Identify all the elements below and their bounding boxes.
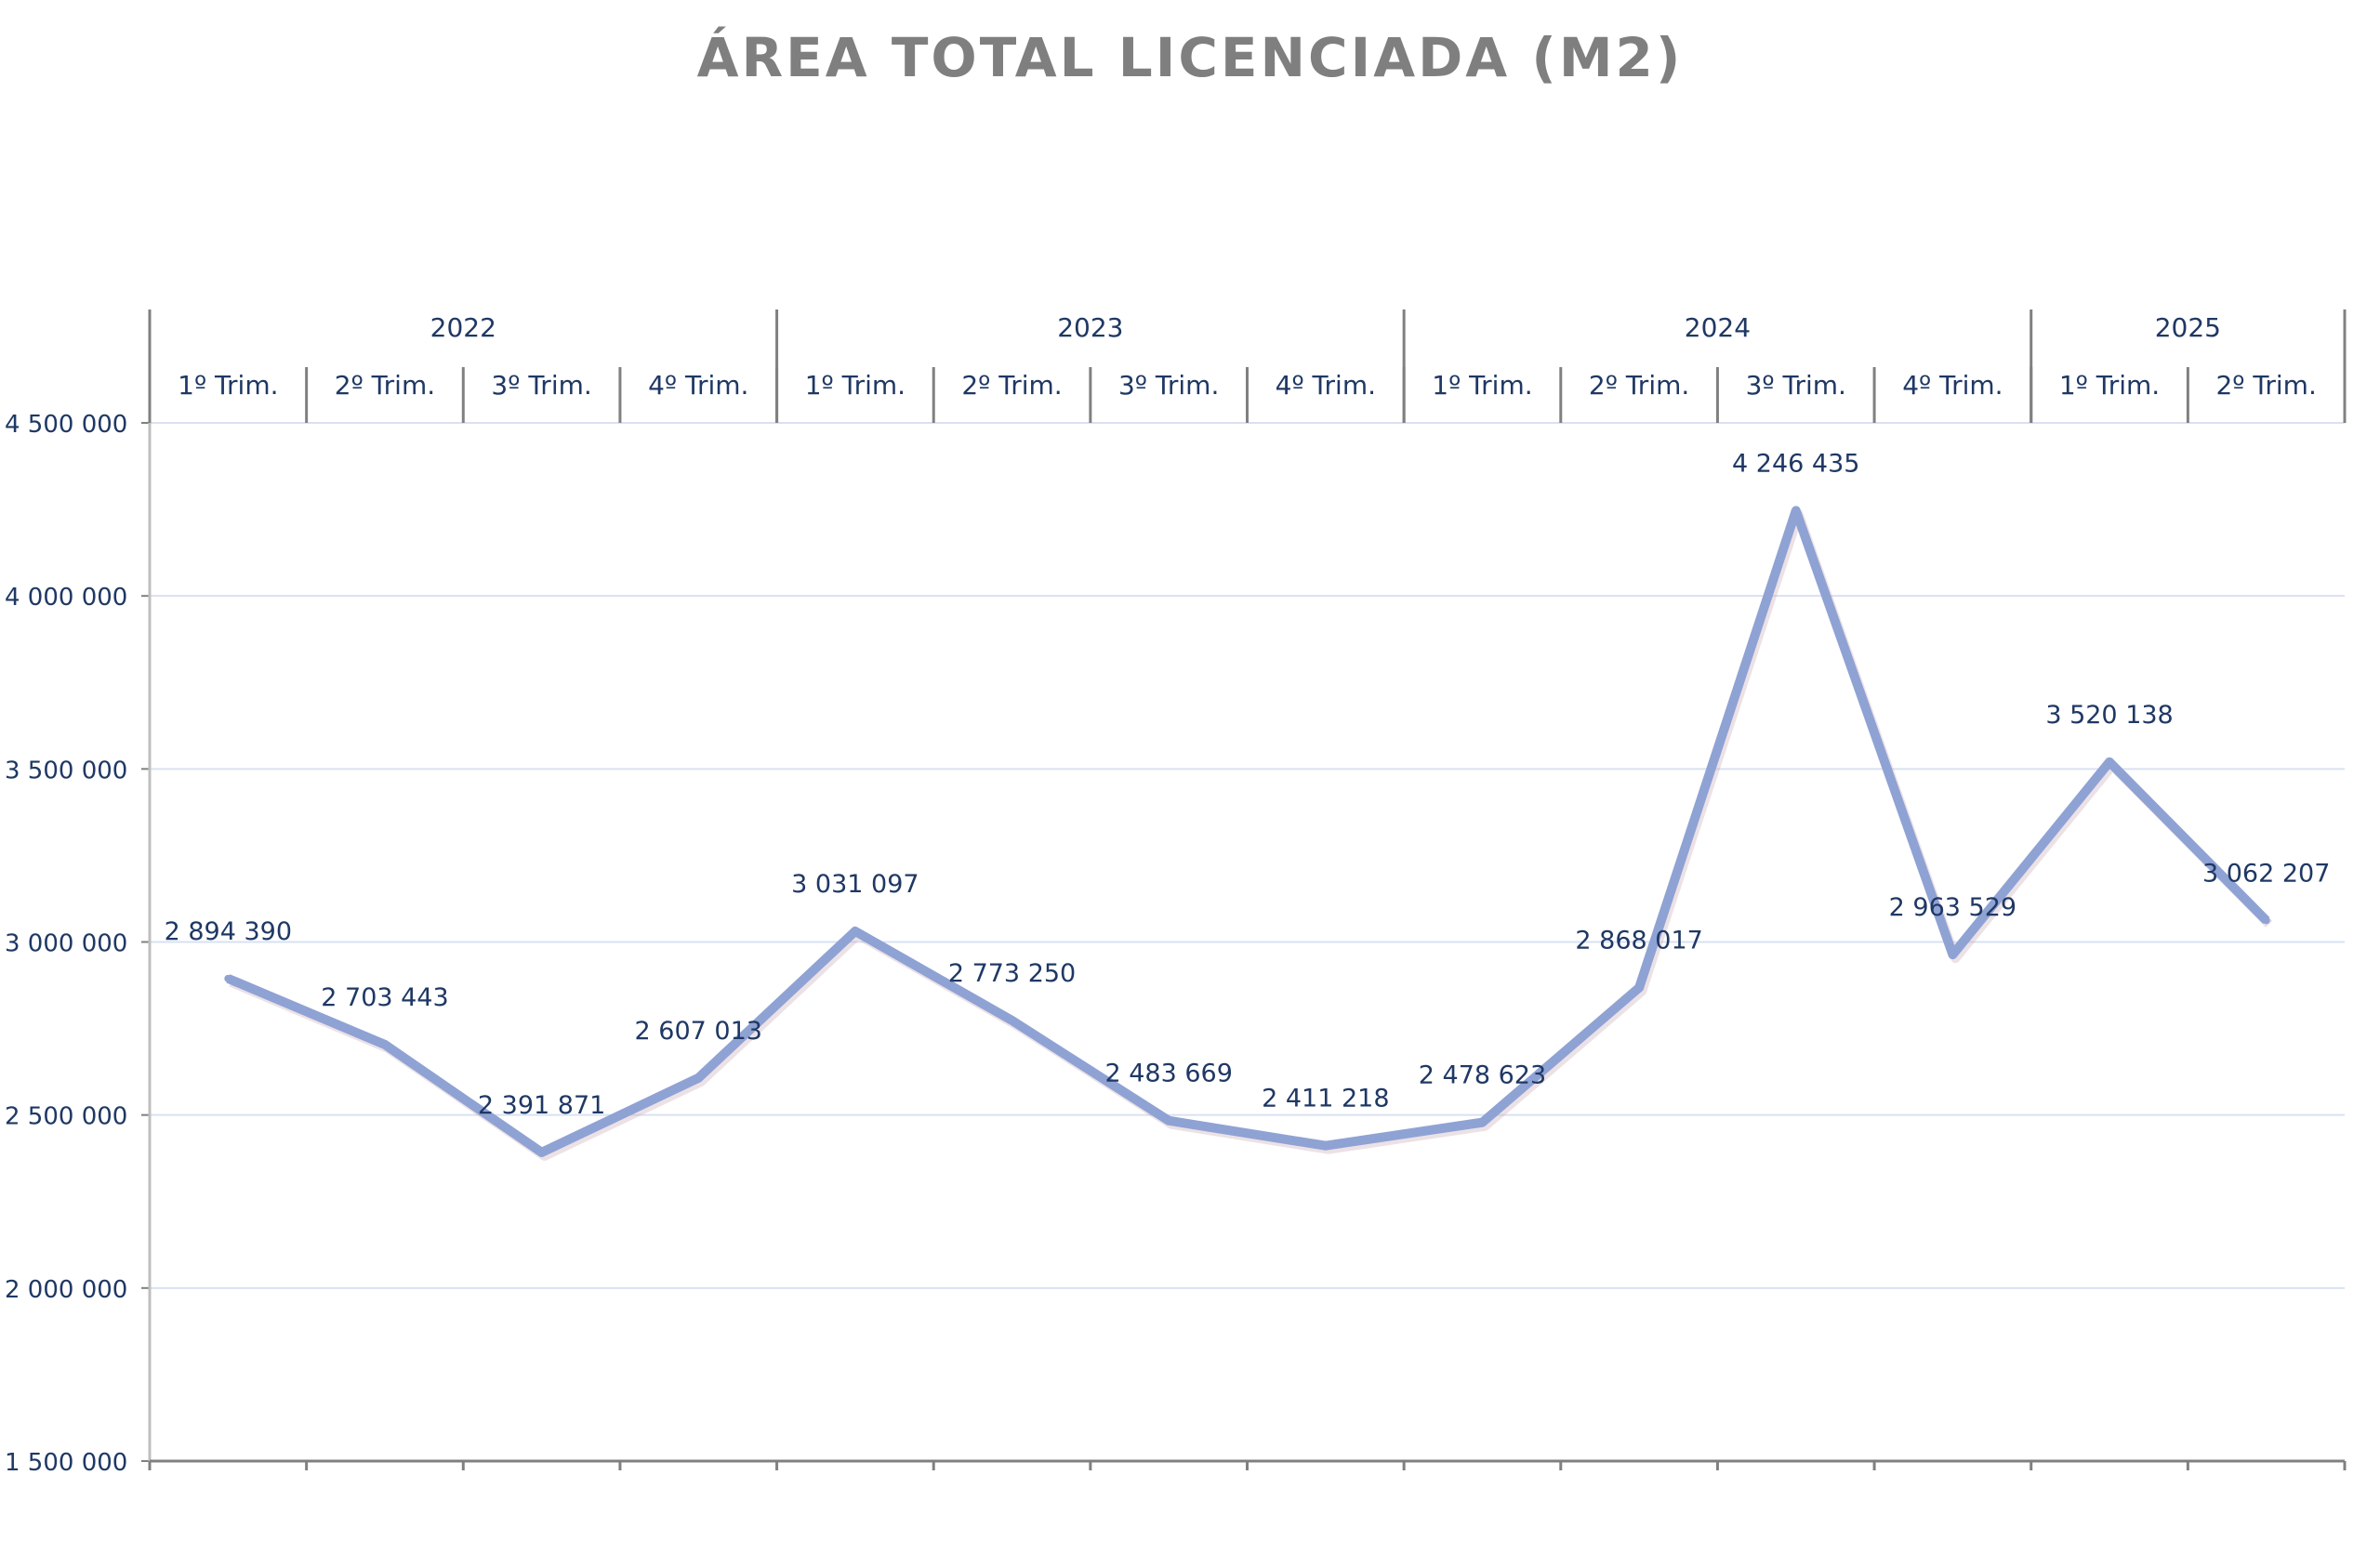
data-label: 3 062 207 xyxy=(2202,859,2330,888)
data-label: 2 483 669 xyxy=(1104,1060,1232,1088)
data-point xyxy=(1635,983,1644,992)
axes: 1 500 000 2 000 000 2 500 000 3 000 000 3 50… xyxy=(5,309,2347,1477)
quarter-label: 1º Trim. xyxy=(2059,370,2160,401)
quarter-label: 3º Trim. xyxy=(491,370,591,401)
category-header: 2022 2023 2024 2025 1º Trim. 2º Trim. 3º Trim.… xyxy=(148,309,2347,423)
quarter-label: 4º Trim. xyxy=(648,370,748,401)
quarter-label: 2º Trim. xyxy=(1589,370,1689,401)
data-point xyxy=(224,974,232,982)
year-label: 2024 xyxy=(1685,312,1751,343)
data-point xyxy=(380,1040,389,1048)
data-point xyxy=(1321,1141,1329,1150)
gridlines xyxy=(150,422,2345,1289)
series-line-shadow xyxy=(229,509,2273,1161)
quarter-label: 4º Trim. xyxy=(1276,370,1376,401)
data-labels: 2 894 390 2 703 443 2 391 871 2 607 013 3 03… xyxy=(165,449,2331,1120)
y-tick-label: 2 500 000 xyxy=(5,1103,127,1131)
data-point xyxy=(694,1073,703,1082)
data-label: 2 607 013 xyxy=(635,1017,762,1046)
data-label: 2 868 017 xyxy=(1575,927,1702,955)
data-point xyxy=(2106,757,2114,766)
y-tick-label: 4 500 000 xyxy=(5,411,127,439)
data-label: 2 703 443 xyxy=(321,983,448,1012)
quarter-label: 4º Trim. xyxy=(1902,370,2003,401)
y-tick-label: 3 000 000 xyxy=(5,930,127,958)
data-point xyxy=(2262,916,2270,925)
quarter-label: 3º Trim. xyxy=(1746,370,1846,401)
y-tick-label: 1 500 000 xyxy=(5,1449,127,1477)
data-point xyxy=(1165,1116,1173,1125)
data-label: 3 031 097 xyxy=(791,870,919,899)
series-line xyxy=(224,506,2273,1161)
data-label: 2 963 529 xyxy=(1889,893,2016,922)
data-point xyxy=(1792,507,1800,515)
series-line-path xyxy=(226,506,2270,1157)
year-label: 2025 xyxy=(2155,312,2221,343)
quarter-label: 1º Trim. xyxy=(805,370,906,401)
data-label: 2 773 250 xyxy=(948,959,1076,988)
quarter-label: 2º Trim. xyxy=(961,370,1062,401)
quarter-label: 1º Trim. xyxy=(178,370,278,401)
y-tick-label: 3 500 000 xyxy=(5,757,127,784)
quarter-label: 2º Trim. xyxy=(335,370,435,401)
chart-title: ÁREA TOTAL LICENCIADA (M2) xyxy=(697,25,1684,89)
quarter-label: 3º Trim. xyxy=(1118,370,1219,401)
quarter-label: 2º Trim. xyxy=(2215,370,2316,401)
y-tick-label: 4 000 000 xyxy=(5,584,127,612)
data-label: 3 520 138 xyxy=(2045,701,2173,730)
data-label: 2 894 390 xyxy=(165,917,292,946)
data-point xyxy=(1008,1016,1016,1024)
data-label: 2 478 623 xyxy=(1419,1061,1546,1090)
data-point xyxy=(1478,1118,1487,1126)
y-tick-label: 2 000 000 xyxy=(5,1276,127,1304)
data-label: 2 391 871 xyxy=(478,1091,605,1120)
data-label: 2 411 218 xyxy=(1262,1085,1389,1113)
data-point xyxy=(851,927,859,935)
quarter-label: 1º Trim. xyxy=(1432,370,1532,401)
year-label: 2023 xyxy=(1057,312,1123,343)
data-point xyxy=(537,1148,546,1156)
data-point xyxy=(1949,951,1957,959)
data-label: 4 246 435 xyxy=(1732,449,1859,478)
year-label: 2022 xyxy=(430,312,496,343)
